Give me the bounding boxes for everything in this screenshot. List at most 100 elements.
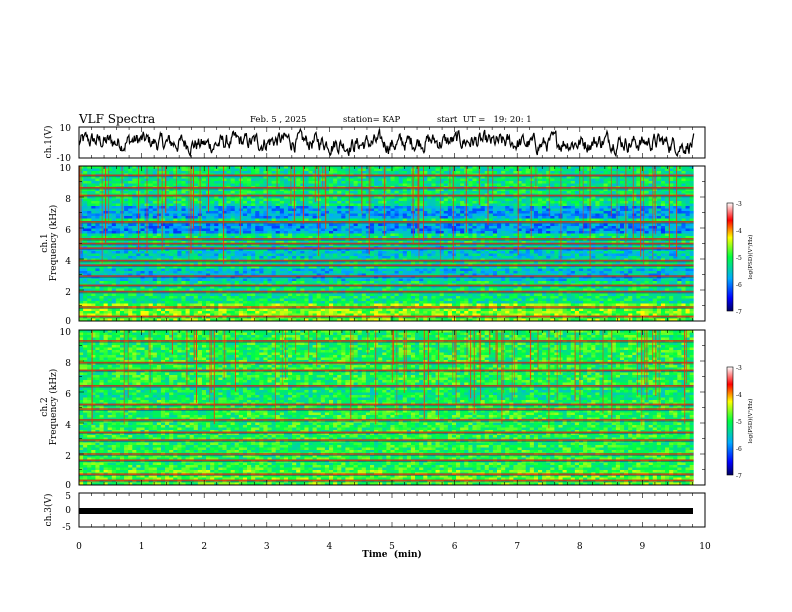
spectrogram-cell xyxy=(439,191,445,194)
spectrogram-cell xyxy=(386,196,391,199)
spectrogram-cell xyxy=(156,166,162,169)
spectrogram-cell xyxy=(271,183,277,187)
spectrogram-cell xyxy=(681,201,686,204)
spectrogram-cell xyxy=(107,208,113,212)
spectrogram-cell xyxy=(365,223,371,227)
spectrogram-cell xyxy=(214,201,219,204)
spectrogram-cell xyxy=(279,183,285,187)
spectrogram-cell xyxy=(574,241,580,244)
spectrogram-cell xyxy=(185,223,191,227)
spectrogram-cell xyxy=(91,226,96,229)
spectrogram-cell xyxy=(587,198,592,202)
spectrogram-cell xyxy=(242,236,248,239)
spectrogram-cell xyxy=(124,183,129,187)
spectrogram-cell xyxy=(583,191,588,194)
spectrogram-cell xyxy=(562,223,568,227)
spectrogram-cell xyxy=(476,208,482,212)
spectrogram-cell xyxy=(689,196,695,199)
spectrogram-cell xyxy=(83,166,88,169)
spectrogram-cell xyxy=(574,233,580,237)
spectrogram-cell xyxy=(328,236,334,239)
spectrogram-cell xyxy=(148,213,154,217)
spectrogram-cell xyxy=(648,206,654,209)
spectrogram-cell xyxy=(570,233,576,237)
spectrogram-cell xyxy=(611,196,617,199)
spectrogram-cell xyxy=(119,231,125,234)
spectrogram-cell xyxy=(156,208,162,212)
spectrogram-cell xyxy=(353,218,359,222)
spectrogram-cell xyxy=(513,191,518,194)
spectrogram-cell xyxy=(390,198,395,202)
spectrogram-cell xyxy=(533,191,539,194)
spectrogram-cell xyxy=(111,188,117,192)
spectrogram-cell xyxy=(427,171,432,174)
spectrogram-cell xyxy=(603,198,609,202)
spectrogram-cell xyxy=(91,166,96,169)
spectrogram-cell xyxy=(337,201,342,204)
spectrogram-cell xyxy=(398,218,404,222)
spectrogram-cell xyxy=(361,208,367,212)
spectrogram-cell xyxy=(312,241,318,244)
spectrogram-cell xyxy=(328,168,334,172)
spectrogram-cell xyxy=(87,181,92,184)
spectrogram-cell xyxy=(148,223,154,227)
spectrogram-cell xyxy=(218,208,223,212)
spectrogram-cell xyxy=(226,176,232,179)
spectrogram-cell xyxy=(451,208,457,212)
spectrogram-cell xyxy=(91,188,96,192)
spectrogram-cell xyxy=(111,236,117,239)
spectrogram-cell xyxy=(632,206,637,209)
spectrogram-cell xyxy=(251,166,256,169)
spectrogram-cell xyxy=(472,178,477,182)
spectrogram-cell xyxy=(312,203,318,207)
spectrogram-cell xyxy=(431,203,436,207)
spectrogram-cell xyxy=(529,196,535,199)
spectrogram-cell xyxy=(562,231,568,234)
spectrogram-cell xyxy=(554,211,559,214)
spectrogram-cell xyxy=(476,206,482,209)
spectrogram-cell xyxy=(566,166,572,169)
spectrogram-cell xyxy=(415,216,420,219)
spectrogram-cell xyxy=(587,231,592,234)
spectrogram-cell xyxy=(140,208,145,212)
spectrogram-cell xyxy=(156,178,162,182)
spectrogram-cell xyxy=(271,203,277,207)
spectrogram-cell xyxy=(95,178,100,182)
spectrogram-cell xyxy=(128,233,133,237)
spectrogram-cell xyxy=(398,241,404,244)
spectrogram-cell xyxy=(283,241,289,244)
spectrogram-cell xyxy=(214,211,219,214)
spectrogram-cell xyxy=(632,216,637,219)
spectrogram-cell xyxy=(214,218,219,222)
spectrogram-cell xyxy=(124,218,129,222)
spectrogram-cell xyxy=(451,198,457,202)
spectrogram-cell xyxy=(550,226,555,229)
spectrogram-cell xyxy=(677,211,682,214)
spectrogram-cell xyxy=(201,178,207,182)
spectrogram-cell xyxy=(632,226,637,229)
spectrogram-cell xyxy=(611,228,617,232)
spectrogram-cell xyxy=(632,228,637,232)
spectrogram-cell xyxy=(595,196,600,199)
spectrogram-cell xyxy=(304,176,309,179)
spectrogram-cell xyxy=(546,216,551,219)
spectrogram-cell xyxy=(206,211,211,214)
spectrogram-cell xyxy=(394,203,400,207)
spectrogram-cell xyxy=(525,203,531,207)
spectrogram-cell xyxy=(562,216,568,219)
spectrogram-cell xyxy=(476,181,482,184)
spectrogram-cell xyxy=(201,211,207,214)
spectrogram-cell xyxy=(386,181,391,184)
spectrogram-cell xyxy=(177,211,182,214)
spectrogram-cell xyxy=(533,213,539,217)
spectrogram-cell xyxy=(435,166,441,169)
spectrogram-cell xyxy=(353,211,359,214)
spectrogram-cell xyxy=(132,203,137,207)
spectrogram-cell xyxy=(296,183,301,187)
spectrogram-cell xyxy=(472,218,477,222)
spectrogram-cell xyxy=(378,228,383,232)
spectrogram-cell xyxy=(222,223,227,227)
spectrogram-cell xyxy=(386,223,391,227)
spectrogram-cell xyxy=(595,226,600,229)
spectrogram-cell xyxy=(480,218,486,222)
